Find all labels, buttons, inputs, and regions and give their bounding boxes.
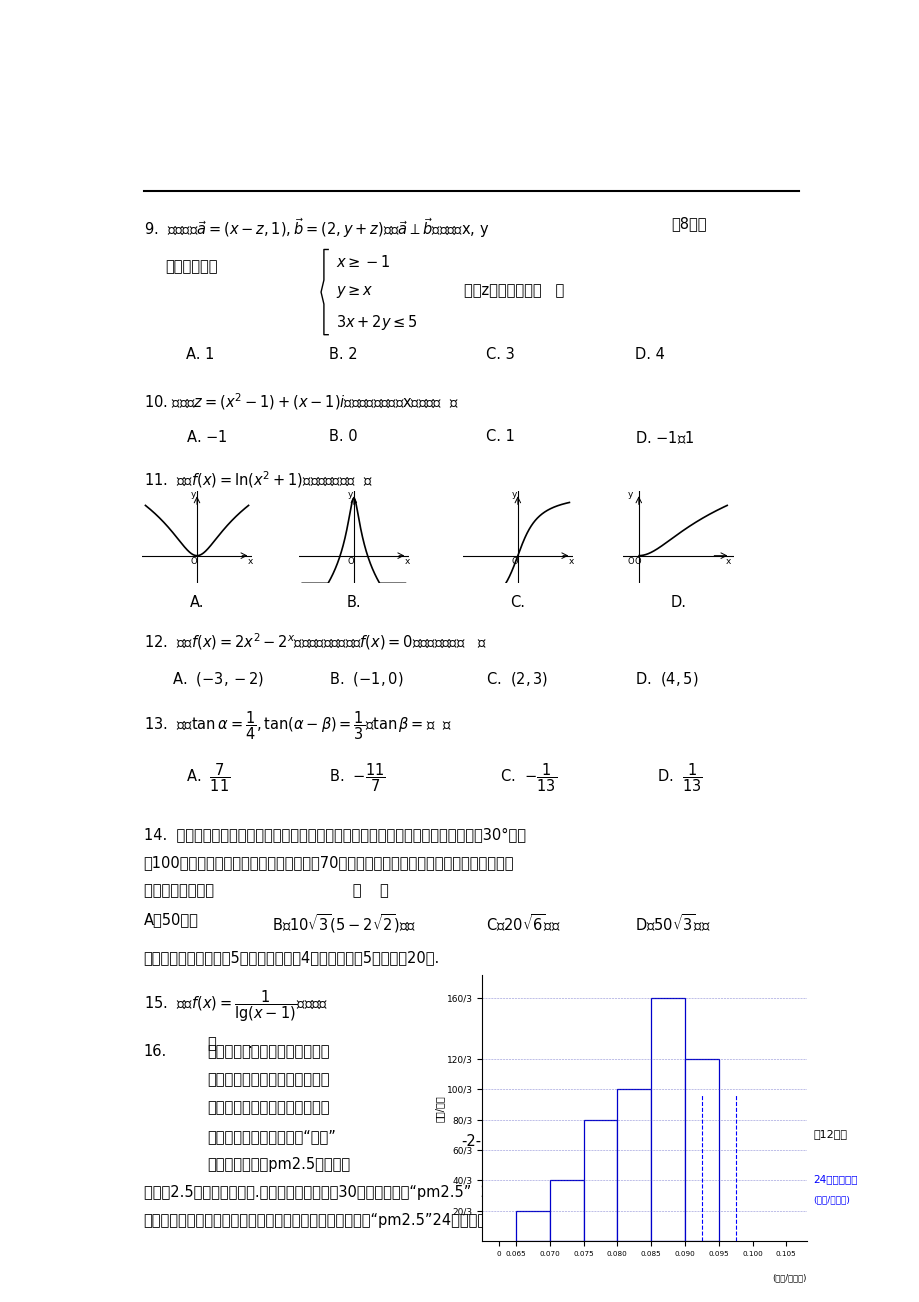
Text: C. 1: C. 1 [485, 428, 514, 444]
Text: 13.  已知$\tan\alpha=\dfrac{1}{4},\tan(\alpha-\beta)=\dfrac{1}{3}$则$\tan\beta=$（  : 13. 已知$\tan\alpha=\dfrac{1}{4},\tan(\alp… [143, 710, 451, 742]
Text: 的100海里处，已知该国的雷达扫描半径为70海里，若我国潜艇不改变航向，则行驶多少路: 的100海里处，已知该国的雷达扫描半径为70海里，若我国潜艇不改变航向，则行驶多… [143, 855, 514, 870]
Text: 第12题图: 第12题图 [813, 1129, 846, 1139]
Text: 15.  函数$f(x)=\dfrac{1}{\lg(x-1)}$的定义域: 15. 函数$f(x)=\dfrac{1}{\lg(x-1)}$的定义域 [143, 988, 327, 1023]
Text: D. $-1$或1: D. $-1$或1 [635, 428, 694, 445]
Text: D、$50\sqrt{3}$海里: D、$50\sqrt{3}$海里 [635, 913, 710, 934]
Text: 象频发，造成灰霾天气的“元凶”: 象频发，造成灰霾天气的“元凶” [208, 1129, 336, 1143]
Text: ，则z的最大值为（   ）: ，则z的最大值为（ ） [464, 284, 564, 298]
Text: 14.  我国潜艇外出执行任务，在向正东方向航行，测得某国的雷达站在潜艇的东偏北30°方向: 14. 我国潜艇外出执行任务，在向正东方向航行，测得某国的雷达站在潜艇的东偏北3… [143, 827, 525, 842]
Text: A.: A. [189, 595, 204, 611]
Text: A.  $\dfrac{7}{11}$: A. $\dfrac{7}{11}$ [186, 762, 231, 794]
Text: 16.: 16. [143, 1044, 166, 1060]
Text: B.  $-\dfrac{11}{7}$: B. $-\dfrac{11}{7}$ [329, 762, 385, 794]
Text: $y\geq x$: $y\geq x$ [335, 284, 373, 299]
Text: C.  $-\dfrac{1}{13}$: C. $-\dfrac{1}{13}$ [500, 762, 556, 794]
Text: 二、填空题：本大题共5小题，考生作答4小题，每小题5分，满分20分.: 二、填空题：本大题共5小题，考生作答4小题，每小题5分，满分20分. [143, 950, 439, 965]
Text: B. 0: B. 0 [329, 428, 357, 444]
Text: B.  $(-1, 0)$: B. $(-1, 0)$ [329, 669, 403, 687]
Text: 10. 若复数$z=(x^2-1)+(x-1)i$为纯虚数，则实数x的值为（  ）: 10. 若复数$z=(x^2-1)+(x-1)i$为纯虚数，则实数x的值为（ ） [143, 391, 459, 411]
Text: B.: B. [346, 595, 361, 611]
Text: A. 1: A. 1 [186, 346, 214, 362]
Text: D.  $(4, 5)$: D. $(4, 5)$ [635, 669, 698, 687]
Text: A、50海里: A、50海里 [143, 913, 199, 927]
Text: 消耗大幅攀升、机动车保有量急: 消耗大幅攀升、机动车保有量急 [208, 1073, 330, 1087]
Text: 满足约束条件: 满足约束条件 [165, 259, 217, 275]
Text: 于等于2.5微米的颗粒物）.右图是某市某月（按30天计）根据对“pm2.5”  24小时平: 于等于2.5微米的颗粒物）.右图是某市某月（按30天计）根据对“pm2.5” 2… [143, 1185, 525, 1200]
Text: 11.  函数$f(x)=\ln(x^2+1)$的图象大致是（  ）: 11. 函数$f(x)=\ln(x^2+1)$的图象大致是（ ） [143, 469, 372, 490]
Text: C、$20\sqrt{6}$海里: C、$20\sqrt{6}$海里 [485, 913, 560, 934]
Text: C.: C. [510, 595, 525, 611]
Text: A.  $(-3, -2)$: A. $(-3, -2)$ [172, 669, 264, 687]
Text: D.  $\dfrac{1}{13}$: D. $\dfrac{1}{13}$ [656, 762, 702, 794]
Text: .: . [246, 1036, 252, 1052]
Text: $3x+2y\leq 5$: $3x+2y\leq 5$ [335, 312, 417, 332]
Text: 12.  已知$f(x)=2x^2-2^x$，则在下列区间中，$f(x)=0$有实数解的是（   ）: 12. 已知$f(x)=2x^2-2^x$，则在下列区间中，$f(x)=0$有实… [143, 631, 486, 652]
Text: 9.  已知向量$\vec{a}=(x-z,1),\vec{b}=(2,y+z)$，且$\vec{a}\perp\vec{b}$，若变量x, y: 9. 已知向量$\vec{a}=(x-z,1),\vec{b}=(2,y+z)$… [143, 216, 488, 241]
Text: 24小时平均浓: 24小时平均浓 [813, 1174, 857, 1185]
Text: D.: D. [670, 595, 686, 611]
Text: 第8题图: 第8题图 [671, 216, 706, 232]
Text: 为: 为 [208, 1036, 216, 1052]
Text: 近年来，随着以煤炭为主的能源: 近年来，随着以煤炭为主的能源 [208, 1044, 330, 1060]
Text: B. 2: B. 2 [329, 346, 357, 362]
Text: C.  $(2, 3)$: C. $(2, 3)$ [485, 669, 548, 687]
Text: B、$10\sqrt{3}(5-2\sqrt{2})$海里: B、$10\sqrt{3}(5-2\sqrt{2})$海里 [272, 913, 415, 935]
Text: 均浓度值测试的结果画成的频率分布直方图，若规定空气中“pm2.5”24小时平均浓度值: 均浓度值测试的结果画成的频率分布直方图，若规定空气中“pm2.5”24小时平均浓… [143, 1213, 512, 1228]
Text: (毫克/立方米): (毫克/立方米) [813, 1195, 850, 1204]
Text: 程后会暴露目标？                              （    ）: 程后会暴露目标？ （ ） [143, 883, 388, 898]
Text: 剧增加，我国许多大城市灰霾现: 剧增加，我国许多大城市灰霾现 [208, 1100, 330, 1116]
Text: $x\geq -1$: $x\geq -1$ [335, 254, 391, 271]
Text: C. 3: C. 3 [485, 346, 514, 362]
Text: A. $-1$: A. $-1$ [186, 428, 228, 445]
Text: 之一是空气中的pm2.5（直径小: 之一是空气中的pm2.5（直径小 [208, 1156, 350, 1172]
Text: -2-: -2- [461, 1134, 481, 1148]
Text: D. 4: D. 4 [635, 346, 664, 362]
